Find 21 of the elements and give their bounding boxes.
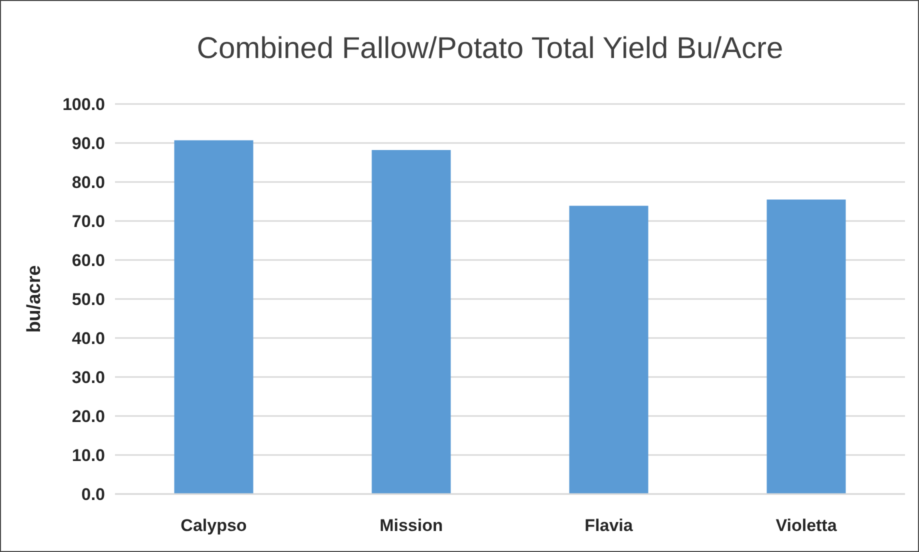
y-tick-label: 60.0: [72, 250, 105, 270]
x-tick-label: Mission: [380, 516, 443, 535]
y-axis-title: bu/acre: [24, 265, 45, 333]
y-tick-label: 30.0: [72, 368, 105, 387]
y-tick-label: 80.0: [72, 172, 105, 192]
chart-title: Combined Fallow/Potato Total Yield Bu/Acre: [196, 32, 784, 65]
y-tick-label: 50.0: [72, 290, 105, 309]
y-tick-label: 100.0: [62, 94, 105, 114]
y-tick-label: 70.0: [72, 212, 105, 231]
y-tick-label: 40.0: [72, 328, 105, 348]
y-tick-label: 0.0: [81, 484, 105, 504]
y-tick-label: 10.0: [72, 446, 105, 465]
x-tick-label: Violetta: [776, 516, 838, 535]
y-tick-label: 20.0: [72, 406, 105, 426]
bar: [569, 206, 648, 494]
y-tick-label: 90.0: [72, 134, 105, 153]
bar: [372, 150, 451, 494]
x-tick-label: Flavia: [584, 516, 634, 535]
x-tick-label: Calypso: [180, 516, 247, 535]
bar: [766, 200, 846, 494]
bar: [174, 140, 254, 494]
